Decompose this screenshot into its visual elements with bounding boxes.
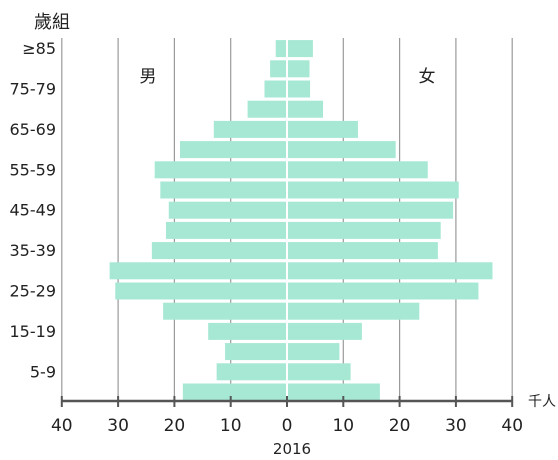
x-tick-label: 30	[445, 416, 467, 436]
bar-female-15-19	[288, 322, 362, 340]
bar-male-40-44	[165, 221, 286, 239]
bar-male-0-4	[182, 383, 286, 401]
bar-female-≥85	[288, 40, 313, 58]
bar-male-55-59	[154, 161, 286, 179]
bar-female-35-39	[288, 242, 438, 260]
bar-female-60-64	[288, 141, 396, 159]
bar-male-20-24	[163, 302, 286, 320]
bar-male-≥85	[275, 40, 286, 58]
y-axis-title: 歲組	[34, 12, 70, 33]
y-tick-label: 65-69	[10, 120, 57, 139]
bar-male-35-39	[151, 242, 286, 260]
y-tick-label: 5-9	[30, 362, 56, 381]
x-tick-label: 0	[282, 416, 293, 436]
bar-male-30-34	[109, 262, 286, 280]
labels: 歲組 2016 千人 男 女 40 30 20 10 0 10 20 30 40 ≥85 75-79…	[10, 12, 557, 458]
bar-female-65-69	[288, 120, 358, 138]
y-tick-label: 75-79	[10, 80, 57, 99]
bar-female-55-59	[288, 161, 428, 179]
x-tick-label: 40	[501, 416, 523, 436]
bar-female-80-84	[288, 60, 310, 78]
y-tick-label: 15-19	[10, 322, 57, 341]
series-label-male: 男	[140, 67, 157, 87]
bar-female-5-9	[288, 363, 351, 381]
bar-female-30-34	[288, 262, 493, 280]
x-tick-label: 20	[164, 416, 186, 436]
bar-female-70-74	[288, 100, 324, 118]
bar-female-0-4	[288, 383, 380, 401]
y-tick-label: 55-59	[10, 160, 57, 179]
bar-male-65-69	[213, 120, 286, 138]
y-tick-label: 45-49	[10, 201, 57, 220]
gridlines	[61, 38, 513, 400]
bar-male-60-64	[180, 141, 286, 159]
x-tick-label: 30	[107, 416, 129, 436]
bar-male-70-74	[247, 100, 286, 118]
y-tick-label: 35-39	[10, 241, 57, 260]
y-tick-label: ≥85	[22, 39, 56, 58]
x-tick-label: 10	[332, 416, 354, 436]
y-tick-label: 25-29	[10, 282, 57, 301]
series-label-female: 女	[419, 67, 436, 87]
bar-female-45-49	[288, 201, 454, 219]
bar-male-80-84	[270, 60, 286, 78]
bar-female-10-14	[288, 343, 340, 361]
bar-male-25-29	[115, 282, 286, 300]
bar-female-75-79	[288, 80, 311, 98]
x-tick-label: 40	[51, 416, 73, 436]
bars	[109, 38, 493, 401]
bar-male-75-79	[264, 80, 286, 98]
bar-male-50-54	[160, 181, 286, 199]
bar-male-45-49	[168, 201, 286, 219]
bar-female-50-54	[288, 181, 459, 199]
bar-female-20-24	[288, 302, 420, 320]
bar-male-15-19	[208, 322, 286, 340]
x-axis-unit: 千人	[528, 394, 556, 410]
bar-female-40-44	[288, 221, 441, 239]
x-axis	[60, 396, 514, 407]
x-axis-title: 2016	[273, 440, 311, 456]
bar-male-5-9	[216, 363, 286, 381]
x-tick-label: 20	[389, 416, 411, 436]
x-tick-label: 10	[220, 416, 242, 436]
bar-male-10-14	[225, 343, 286, 361]
bar-female-25-29	[288, 282, 479, 300]
